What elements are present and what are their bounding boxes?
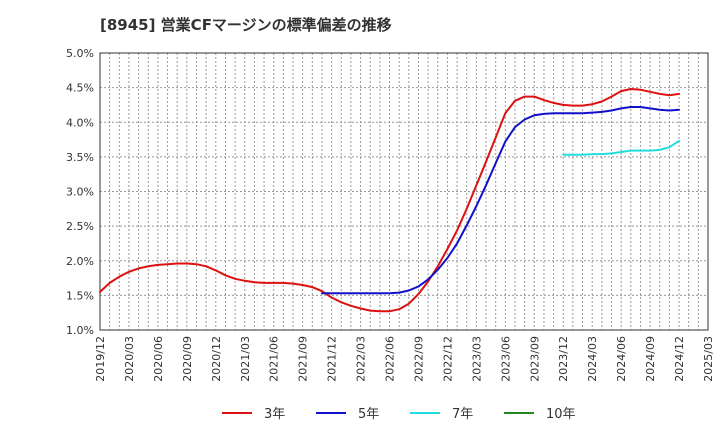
x-tick-label: 2023/03	[470, 336, 483, 382]
x-tick-label: 2019/12	[94, 336, 107, 382]
y-tick-label: 4.5%	[66, 82, 94, 95]
x-tick-label: 2020/06	[152, 336, 165, 382]
x-tick-label: 2024/03	[586, 336, 599, 382]
x-tick-label: 2022/06	[384, 336, 397, 382]
x-tick-label: 2020/09	[181, 336, 194, 382]
x-tick-label: 2023/09	[528, 336, 541, 382]
x-tick-label: 2020/12	[210, 336, 223, 382]
y-tick-label: 1.5%	[66, 289, 94, 302]
x-tick-label: 2022/03	[355, 336, 368, 382]
y-tick-label: 2.0%	[66, 255, 94, 268]
x-tick-label: 2021/06	[268, 336, 281, 382]
y-tick-label: 2.5%	[66, 220, 94, 233]
legend-label: 5年	[358, 407, 379, 422]
series-line	[562, 139, 680, 156]
x-tick-label: 2025/03	[702, 336, 715, 382]
x-tick-label: 2021/03	[239, 336, 252, 382]
y-tick-label: 3.0%	[66, 186, 94, 199]
series-line	[99, 88, 680, 313]
x-tick-label: 2020/03	[123, 336, 136, 382]
x-tick-label: 2024/06	[615, 336, 628, 382]
x-tick-label: 2023/06	[499, 336, 512, 382]
series-line	[321, 106, 680, 295]
plot-frame	[99, 52, 709, 331]
legend-label: 3年	[264, 407, 285, 422]
legend-label: 7年	[452, 407, 473, 422]
x-tick-label: 2022/12	[441, 336, 454, 382]
x-tick-label: 2022/09	[412, 336, 425, 382]
x-tick-label: 2021/12	[326, 336, 339, 382]
x-tick-label: 2024/12	[673, 336, 686, 382]
y-tick-label: 5.0%	[66, 47, 94, 60]
x-tick-label: 2024/09	[644, 336, 657, 382]
y-tick-label: 3.5%	[66, 151, 94, 164]
legend-label: 10年	[546, 407, 576, 422]
x-tick-label: 2021/09	[297, 336, 310, 382]
y-tick-label: 4.0%	[66, 116, 94, 129]
chart-title: [8945] 営業CFマージンの標準偏差の推移	[100, 16, 392, 34]
x-tick-label: 2023/12	[557, 336, 570, 382]
y-tick-label: 1.0%	[66, 324, 94, 337]
